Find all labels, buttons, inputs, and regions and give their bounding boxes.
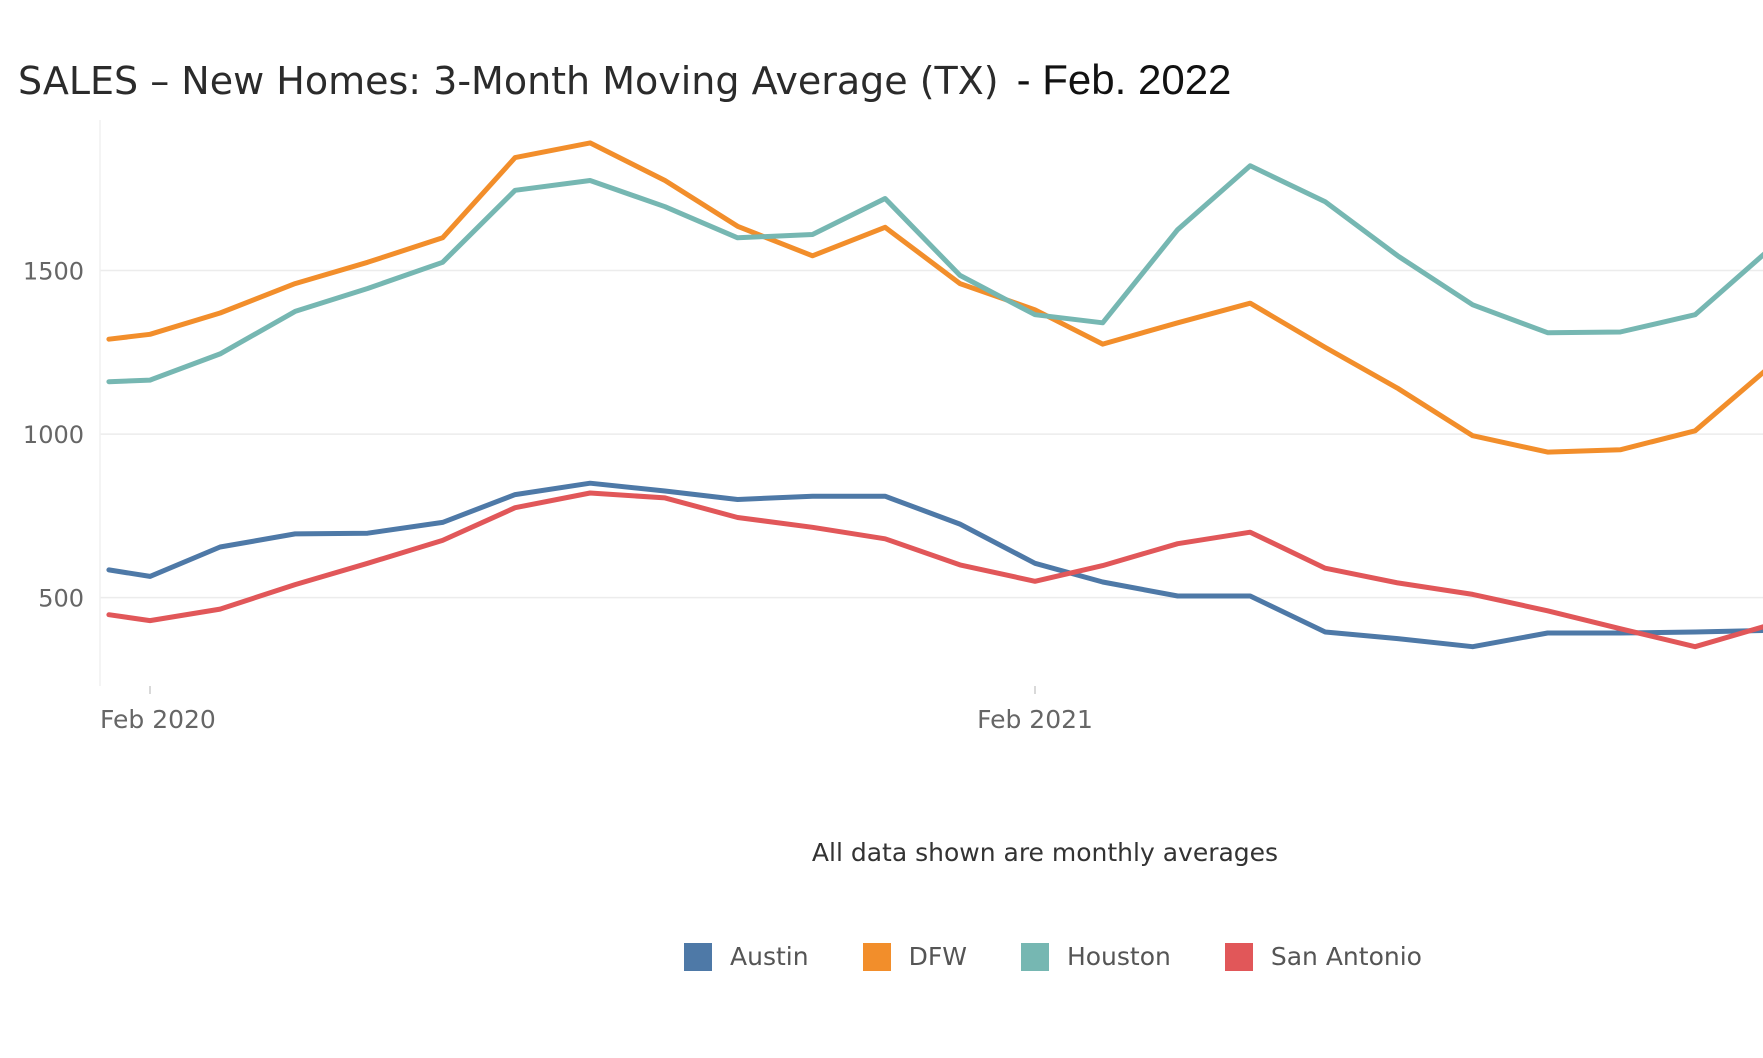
legend-item-houston: Houston [1020, 942, 1171, 971]
y-axis-ticks: 500 1000 1500 [23, 257, 84, 612]
x-tick-label: Feb 2021 [977, 705, 1093, 734]
y-tick-label: 1500 [23, 257, 84, 285]
legend-swatch [862, 942, 891, 971]
legend-swatch [1224, 942, 1253, 971]
series-lines [106, 140, 1763, 650]
legend-item-dfw: DFW [862, 942, 967, 971]
legend-swatch [684, 942, 712, 971]
legend-label: San Antonio [1270, 942, 1422, 971]
legend-label: Austin [730, 942, 809, 971]
legend-item-austin: Austin [684, 942, 809, 971]
chart-footnote: All data shown are monthly averages [811, 838, 1279, 867]
subtitle-text: - Feb. 2022 [1016, 56, 1232, 103]
legend: Austin DFW Houston San Antonio [684, 942, 1476, 971]
legend-label: Houston [1066, 942, 1171, 971]
series-line-san-antonio [106, 490, 1763, 650]
legend-label: DFW [908, 942, 967, 971]
legend-item-san-antonio: San Antonio [1224, 942, 1422, 971]
series-line-austin [106, 480, 1763, 650]
legend-swatch [1020, 942, 1049, 971]
series-line-dfw [106, 140, 1763, 455]
series-line-houston [106, 163, 1763, 385]
y-tick-label: 1000 [23, 421, 84, 449]
line-chart: 500 1000 1500 Feb 2020 Feb 2021 [23, 120, 1763, 734]
y-tick-label: 500 [38, 585, 84, 613]
title-text: SALES – New Homes: 3-Month Moving Averag… [18, 59, 999, 103]
x-axis: Feb 2020 Feb 2021 [100, 686, 1093, 734]
chart-title: SALES – New Homes: 3-Month Moving Averag… [18, 56, 1231, 104]
x-tick-label: Feb 2020 [100, 705, 216, 734]
